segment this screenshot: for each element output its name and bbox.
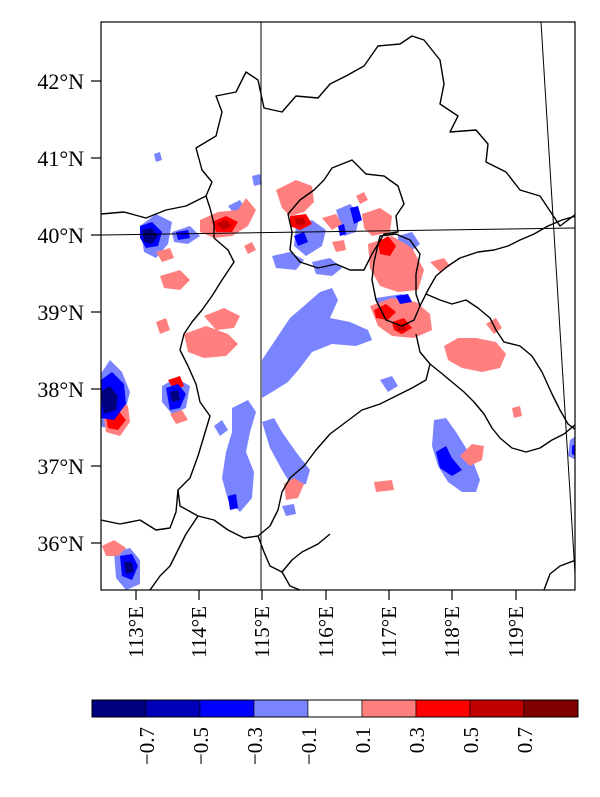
lon-label-118: 118°E [440,606,464,658]
colorbar-swatch [415,699,471,718]
province-boundaries [101,35,575,590]
colorbar-swatch [361,699,417,718]
map-plot-area [101,22,575,590]
colorbar-swatch [523,699,579,718]
map-frame [100,21,576,591]
lon-label-117: 117°E [377,606,401,658]
colorbar-label-8: 0.7 [513,727,537,753]
colorbar-frame [91,699,579,718]
anomaly-strong-negative-regions [101,228,180,574]
lat-label-42: 42°N [37,69,84,94]
colorbar-swatches [91,699,579,718]
lon-label-119: 119°E [504,606,528,658]
colorbar-swatch [307,699,363,718]
colorbar-labels: −0.7 −0.5 −0.3 −0.1 0.1 0.3 0.5 0.7 [135,727,537,765]
colorbar-label-2: −0.5 [189,727,213,765]
lat-label-39: 39°N [37,300,84,325]
colorbar-label-1: −0.7 [135,727,159,765]
colorbar-swatch [253,699,309,718]
lat-label-36: 36°N [37,531,84,556]
reference-lines [101,22,575,590]
longitude-axis: 113°E 114°E 115°E 116°E 117°E 118°E 119°… [124,590,528,658]
colorbar: −0.7 −0.5 −0.3 −0.1 0.1 0.3 0.5 0.7 [91,699,579,765]
colorbar-swatch [199,699,255,718]
lat-label-41: 41°N [37,146,84,171]
lat-label-40: 40°N [37,223,84,248]
colorbar-swatch [91,699,147,718]
colorbar-label-7: 0.5 [459,727,483,753]
colorbar-label-5: 0.1 [351,727,375,753]
lon-label-116: 116°E [314,606,338,658]
lat-label-38: 38°N [37,377,84,402]
latitude-axis: 42°N 41°N 40°N 39°N 38°N 37°N 36°N [37,69,101,556]
lon-label-113: 113°E [124,606,148,658]
colorbar-swatch [145,699,201,718]
colorbar-label-6: 0.3 [405,727,429,753]
colorbar-label-4: −0.1 [297,727,321,765]
lat-label-37: 37°N [37,454,84,479]
lon-label-114: 114°E [187,606,211,658]
colorbar-label-3: −0.3 [243,727,267,765]
colorbar-swatch [469,699,525,718]
lon-label-115: 115°E [250,606,274,658]
